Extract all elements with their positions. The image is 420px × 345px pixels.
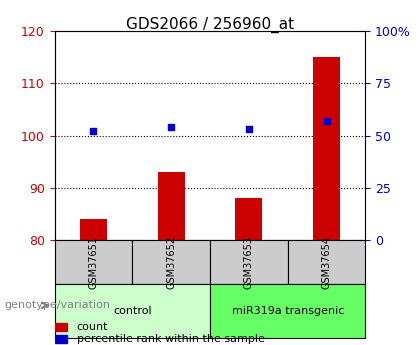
Bar <box>158 172 185 240</box>
Text: control: control <box>113 306 152 316</box>
FancyBboxPatch shape <box>210 284 365 338</box>
Text: GSM37653: GSM37653 <box>244 236 254 289</box>
Text: GSM37652: GSM37652 <box>166 236 176 289</box>
Text: percentile rank within the sample: percentile rank within the sample <box>77 334 265 344</box>
Point <box>245 127 252 132</box>
FancyBboxPatch shape <box>55 284 210 338</box>
Text: miR319a transgenic: miR319a transgenic <box>231 306 344 316</box>
Bar <box>80 219 107 240</box>
Text: GDS2066 / 256960_at: GDS2066 / 256960_at <box>126 17 294 33</box>
Bar <box>55 335 67 343</box>
Bar <box>235 198 262 240</box>
Bar <box>313 57 340 240</box>
Text: GSM37651: GSM37651 <box>89 236 98 289</box>
FancyBboxPatch shape <box>288 240 365 284</box>
Point <box>168 125 175 130</box>
FancyBboxPatch shape <box>55 240 132 284</box>
Text: GSM37654: GSM37654 <box>322 236 331 289</box>
Point <box>90 129 97 134</box>
FancyBboxPatch shape <box>132 240 210 284</box>
FancyBboxPatch shape <box>210 240 288 284</box>
Text: genotype/variation: genotype/variation <box>4 300 110 310</box>
Bar <box>55 323 67 331</box>
Point <box>323 118 330 124</box>
Text: count: count <box>77 322 108 332</box>
